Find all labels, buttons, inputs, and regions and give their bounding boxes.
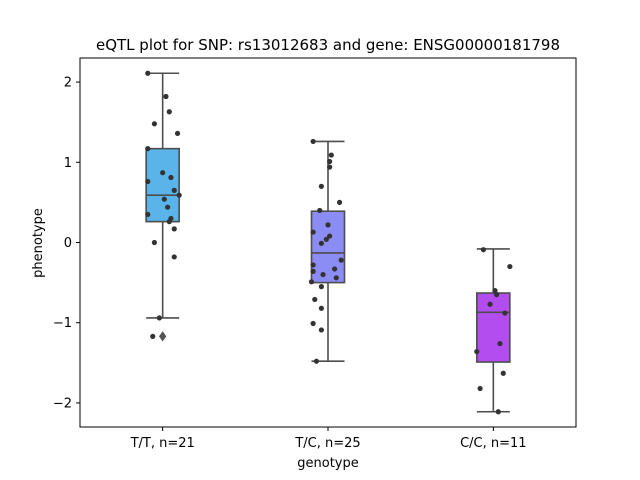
data-point: [332, 266, 338, 272]
y-axis-title: phenotype: [31, 208, 46, 278]
strip-points-1: [145, 70, 182, 339]
data-point: [318, 327, 324, 333]
box-group-3: [476, 248, 511, 413]
data-point: [500, 370, 506, 376]
data-point: [313, 358, 320, 364]
data-point: [145, 146, 151, 152]
data-point: [318, 183, 324, 189]
box-group-1: [145, 72, 180, 342]
data-point: [495, 409, 501, 415]
data-point: [165, 204, 171, 210]
x-axis-title: genotype: [297, 456, 358, 471]
data-point: [168, 174, 174, 181]
data-point: [310, 262, 316, 268]
y-tick-label: −2: [53, 396, 72, 411]
outlier-marker: [159, 331, 167, 342]
data-point: [325, 222, 331, 228]
y-axis-ticks: −2 −1 0 1 2: [53, 76, 80, 411]
data-point: [166, 219, 172, 225]
data-point: [327, 158, 333, 165]
data-point: [336, 199, 343, 205]
data-point: [318, 305, 324, 311]
box-iqr: [310, 210, 346, 284]
box-iqr: [476, 292, 511, 363]
data-point: [497, 340, 503, 347]
data-point: [308, 279, 315, 285]
data-point: [161, 196, 167, 202]
data-point: [150, 333, 156, 339]
data-point: [156, 315, 162, 321]
y-tick-label: 1: [64, 156, 72, 171]
strip-points-3: [474, 247, 513, 415]
data-point: [145, 70, 151, 76]
data-point: [327, 233, 333, 239]
box-group-2: [310, 140, 346, 363]
data-point: [318, 284, 324, 290]
data-point: [328, 152, 334, 158]
data-point: [310, 229, 316, 235]
x-axis-ticks: T/T, n=21 T/C, n=25 C/C, n=11: [130, 427, 527, 451]
data-point: [477, 385, 483, 392]
x-tick-label: C/C, n=11: [460, 436, 526, 451]
data-point: [171, 254, 177, 260]
data-point: [507, 263, 513, 270]
data-point: [474, 348, 480, 355]
data-point: [333, 275, 339, 281]
data-point: [310, 138, 316, 145]
data-point: [176, 192, 182, 198]
y-tick-label: −1: [53, 316, 72, 331]
data-point: [171, 187, 177, 193]
data-point: [312, 296, 318, 303]
data-point: [160, 170, 166, 176]
data-point: [327, 164, 333, 170]
data-point: [494, 292, 500, 298]
data-point: [323, 236, 329, 242]
data-point: [310, 268, 316, 274]
plot-area: [145, 70, 513, 415]
data-point: [171, 226, 177, 232]
data-point: [151, 239, 157, 246]
data-point: [487, 301, 493, 307]
data-point: [480, 247, 487, 253]
data-point: [145, 178, 151, 185]
y-tick-label: 2: [64, 76, 72, 91]
y-tick-label: 0: [64, 236, 72, 251]
data-point: [338, 257, 344, 263]
x-tick-label: T/T, n=21: [130, 436, 195, 451]
data-point: [310, 320, 316, 327]
data-point: [492, 288, 498, 294]
data-point: [151, 121, 157, 127]
strip-points-2: [308, 138, 344, 364]
x-tick-label: T/C, n=25: [294, 436, 360, 451]
data-point: [502, 310, 508, 316]
data-point: [318, 240, 324, 246]
box-iqr: [145, 147, 180, 223]
chart-title: eQTL plot for SNP: rs13012683 and gene: …: [96, 36, 560, 54]
data-point: [320, 271, 326, 278]
data-point: [166, 109, 172, 115]
data-point: [317, 207, 323, 214]
data-point: [174, 130, 181, 137]
data-point: [163, 93, 169, 100]
data-point: [145, 211, 151, 218]
